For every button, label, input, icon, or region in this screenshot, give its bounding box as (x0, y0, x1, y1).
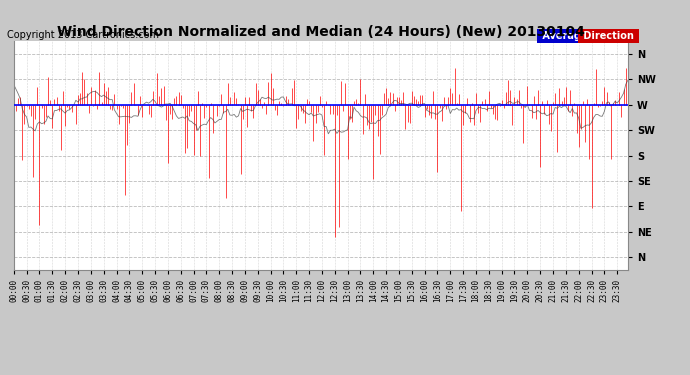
Text: Average: Average (539, 31, 591, 41)
Text: Copyright 2013 Cartronics.com: Copyright 2013 Cartronics.com (7, 30, 159, 40)
Title: Wind Direction Normalized and Median (24 Hours) (New) 20130104: Wind Direction Normalized and Median (24… (57, 25, 585, 39)
Text: Direction: Direction (580, 31, 638, 41)
